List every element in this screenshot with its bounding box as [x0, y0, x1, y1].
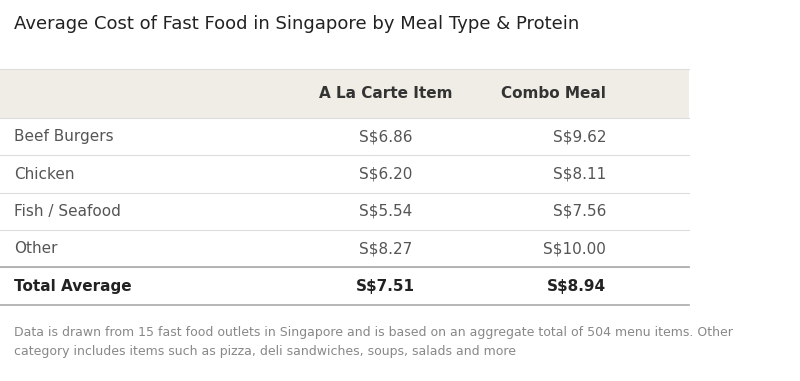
- Text: S$6.86: S$6.86: [359, 129, 413, 144]
- Text: S$8.27: S$8.27: [359, 241, 412, 256]
- Text: S$9.62: S$9.62: [553, 129, 606, 144]
- Text: Fish / Seafood: Fish / Seafood: [14, 204, 121, 219]
- Text: Average Cost of Fast Food in Singapore by Meal Type & Protein: Average Cost of Fast Food in Singapore b…: [14, 15, 579, 33]
- Text: S$6.20: S$6.20: [359, 166, 412, 182]
- Text: Chicken: Chicken: [14, 166, 74, 182]
- Text: S$7.56: S$7.56: [553, 204, 606, 219]
- Text: Total Average: Total Average: [14, 279, 131, 294]
- Text: Data is drawn from 15 fast food outlets in Singapore and is based on an aggregat: Data is drawn from 15 fast food outlets …: [14, 326, 733, 358]
- Text: S$5.54: S$5.54: [359, 204, 412, 219]
- Text: Combo Meal: Combo Meal: [502, 86, 606, 101]
- Text: Other: Other: [14, 241, 58, 256]
- Text: S$8.11: S$8.11: [553, 166, 606, 182]
- FancyBboxPatch shape: [0, 69, 689, 118]
- Text: Beef Burgers: Beef Burgers: [14, 129, 114, 144]
- Text: A La Carte Item: A La Carte Item: [319, 86, 453, 101]
- Text: S$8.94: S$8.94: [547, 279, 606, 294]
- Text: S$10.00: S$10.00: [543, 241, 606, 256]
- Text: S$7.51: S$7.51: [356, 279, 415, 294]
